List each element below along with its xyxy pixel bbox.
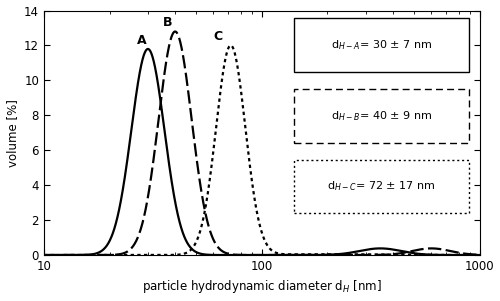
- Text: d$_{H-B}$= 40 ± 9 nm: d$_{H-B}$= 40 ± 9 nm: [331, 109, 432, 123]
- Text: A: A: [136, 34, 146, 47]
- Y-axis label: volume [%]: volume [%]: [6, 99, 18, 167]
- FancyBboxPatch shape: [294, 160, 469, 213]
- Text: d$_{H-C}$= 72 ± 17 nm: d$_{H-C}$= 72 ± 17 nm: [328, 180, 436, 194]
- Text: B: B: [163, 16, 172, 29]
- FancyBboxPatch shape: [294, 89, 469, 143]
- Text: d$_{H-A}$= 30 ± 7 nm: d$_{H-A}$= 30 ± 7 nm: [331, 38, 432, 52]
- Text: C: C: [214, 30, 222, 43]
- FancyBboxPatch shape: [294, 18, 469, 72]
- X-axis label: particle hydrodynamic diameter d$_H$ [nm]: particle hydrodynamic diameter d$_H$ [nm…: [142, 278, 382, 296]
